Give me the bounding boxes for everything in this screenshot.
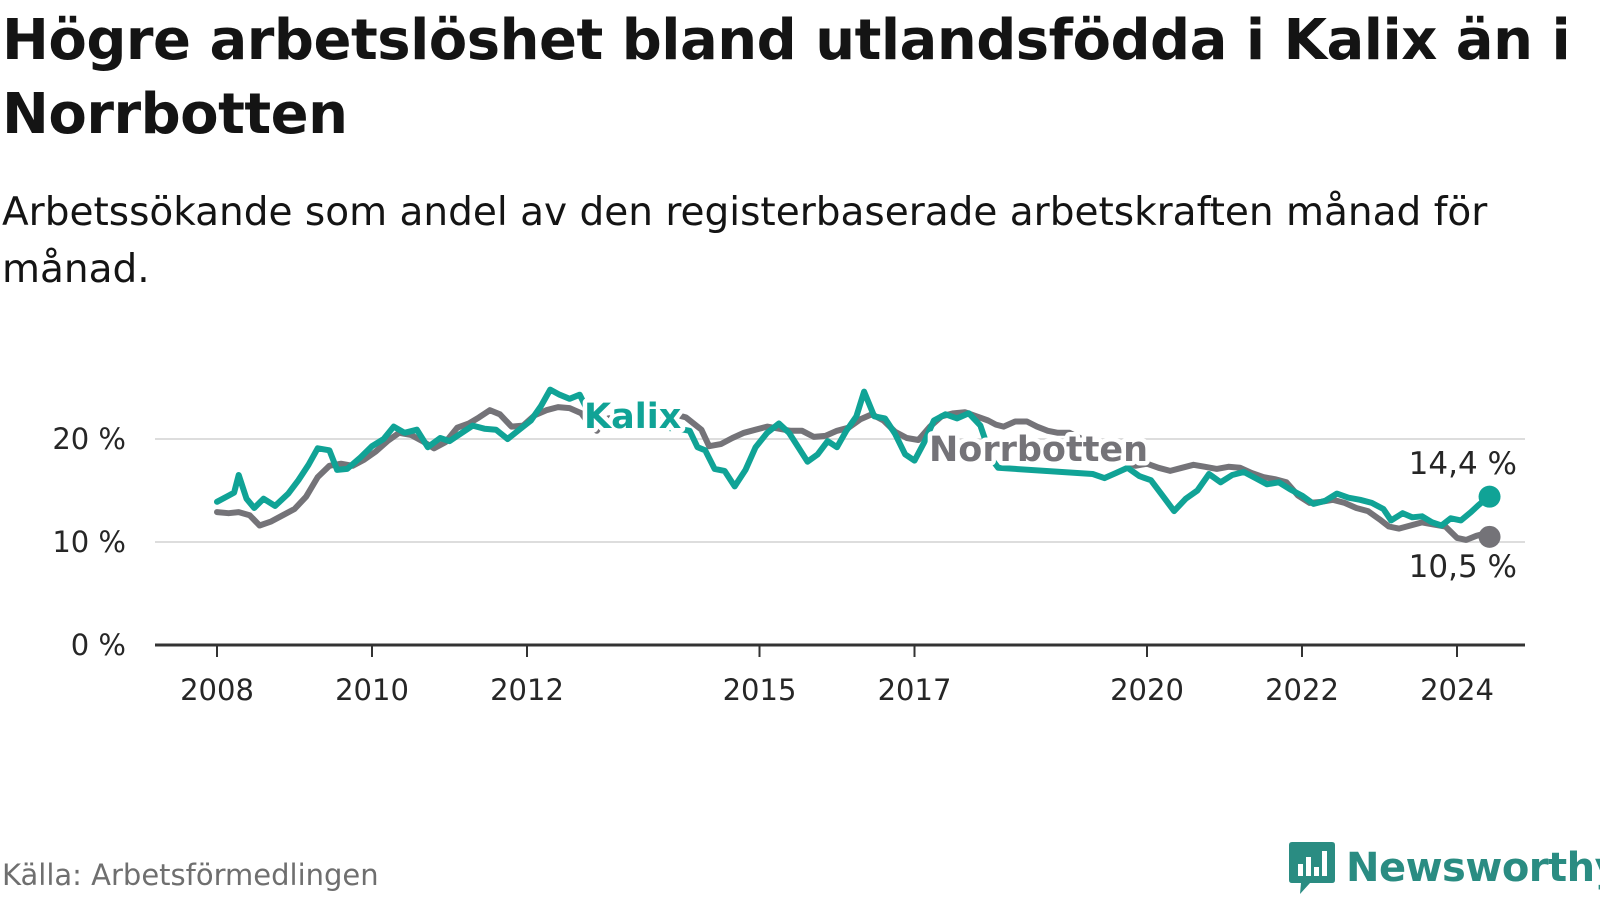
brand-name: Newsworthy xyxy=(1346,845,1600,891)
x-tick-label-2017: 2017 xyxy=(878,673,952,707)
end-point-norrbotten xyxy=(1478,525,1501,548)
x-axis-tick-labels: 2008 2010 2012 2015 2017 2020 2022 2024 xyxy=(180,673,1494,707)
x-axis-ticks xyxy=(216,645,1458,657)
end-value-label-norrbotten: 10,5 % xyxy=(1409,549,1517,585)
series-label-norrbotten: Norrbotten xyxy=(929,430,1148,470)
end-value-label-kalix: 14,4 % xyxy=(1409,446,1517,482)
page-subtitle: Arbetssökande som andel av den registerb… xyxy=(2,190,1488,292)
y-tick-label-20: 20 % xyxy=(52,422,126,456)
x-tick-label-2010: 2010 xyxy=(335,673,409,707)
y-tick-label-10: 10 % xyxy=(52,525,126,559)
y-tick-label-0: 0 % xyxy=(71,628,126,662)
x-tick-label-2020: 2020 xyxy=(1110,673,1184,707)
x-tick-label-2012: 2012 xyxy=(490,673,564,707)
series-line-norrbotten xyxy=(214,404,1493,543)
newsworthy-logo-icon xyxy=(1289,842,1335,894)
x-tick-label-2008: 2008 xyxy=(180,673,254,707)
end-point-kalix xyxy=(1478,485,1501,508)
series-label-kalix: Kalix xyxy=(584,397,682,437)
series-line-kalix xyxy=(214,386,1493,529)
y-axis-tick-labels: 0 % 10 % 20 % xyxy=(52,422,126,662)
newsworthy-brand[interactable]: Newsworthy xyxy=(1288,840,1600,896)
page-title: Högre arbetslöshet bland utlandsfödda i … xyxy=(2,8,1571,147)
source-note: Källa: Arbetsförmedlingen xyxy=(2,858,379,892)
x-tick-label-2022: 2022 xyxy=(1265,673,1339,707)
x-tick-label-2015: 2015 xyxy=(723,673,797,707)
x-tick-label-2024: 2024 xyxy=(1420,673,1494,707)
